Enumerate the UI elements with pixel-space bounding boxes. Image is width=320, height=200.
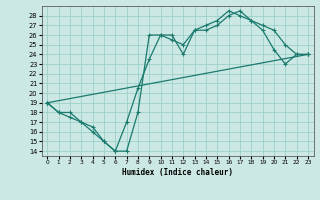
X-axis label: Humidex (Indice chaleur): Humidex (Indice chaleur) [122,168,233,177]
